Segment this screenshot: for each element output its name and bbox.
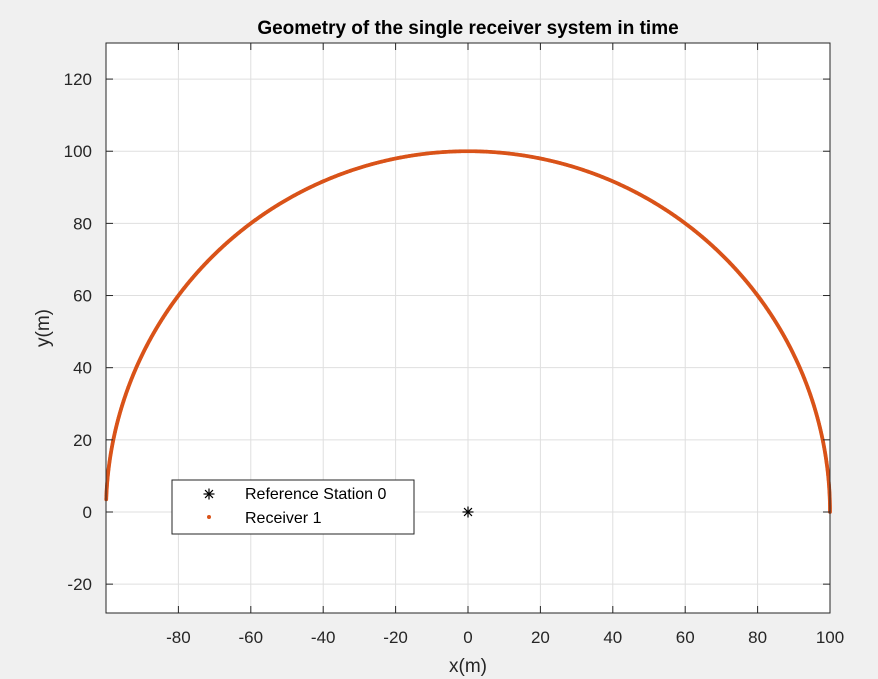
chart-title: Geometry of the single receiver system i… — [257, 18, 678, 39]
x-tick-label: 60 — [676, 628, 695, 647]
asterisk-stroke — [463, 507, 473, 517]
x-tick-label: 0 — [463, 628, 472, 647]
y-tick-label: 80 — [73, 214, 92, 233]
data-layer — [104, 149, 832, 518]
legend: Reference Station 0 Receiver 1 — [171, 479, 415, 535]
x-tick-label: 40 — [603, 628, 622, 647]
tick-labels: -80 -60 -40 -20 0 20 40 60 80 100 -20 0 20 40 60 80 100 1… — [64, 70, 845, 647]
reference-station-marker — [462, 506, 474, 518]
legend-box — [171, 479, 415, 535]
y-tick-label: -20 — [67, 575, 92, 594]
y-tick-label: 60 — [73, 287, 92, 306]
y-tick-label: 100 — [64, 142, 92, 161]
x-tick-label: 100 — [816, 628, 844, 647]
x-tick-label: -80 — [166, 628, 191, 647]
y-tick-label: 120 — [64, 70, 92, 89]
legend-marker-reference-station — [203, 488, 215, 500]
y-tick-label: 0 — [83, 503, 92, 522]
legend-marker-receiver — [207, 515, 211, 519]
x-tick-label: 80 — [748, 628, 767, 647]
x-tick-label: 20 — [531, 628, 550, 647]
y-tick-label: 40 — [73, 359, 92, 378]
x-tick-label: -20 — [383, 628, 408, 647]
asterisk-stroke — [204, 489, 214, 499]
x-tick-label: -60 — [239, 628, 264, 647]
receiver-trajectory — [104, 149, 832, 514]
legend-label-receiver: Receiver 1 — [245, 510, 322, 527]
legend-label-reference-station: Reference Station 0 — [245, 486, 387, 503]
y-axis-label: y(m) — [33, 309, 54, 347]
x-tick-label: -40 — [311, 628, 336, 647]
ticks — [106, 43, 831, 613]
legend-asterisk — [203, 488, 215, 500]
y-tick-label: 20 — [73, 431, 92, 450]
x-axis-label: x(m) — [449, 656, 487, 677]
